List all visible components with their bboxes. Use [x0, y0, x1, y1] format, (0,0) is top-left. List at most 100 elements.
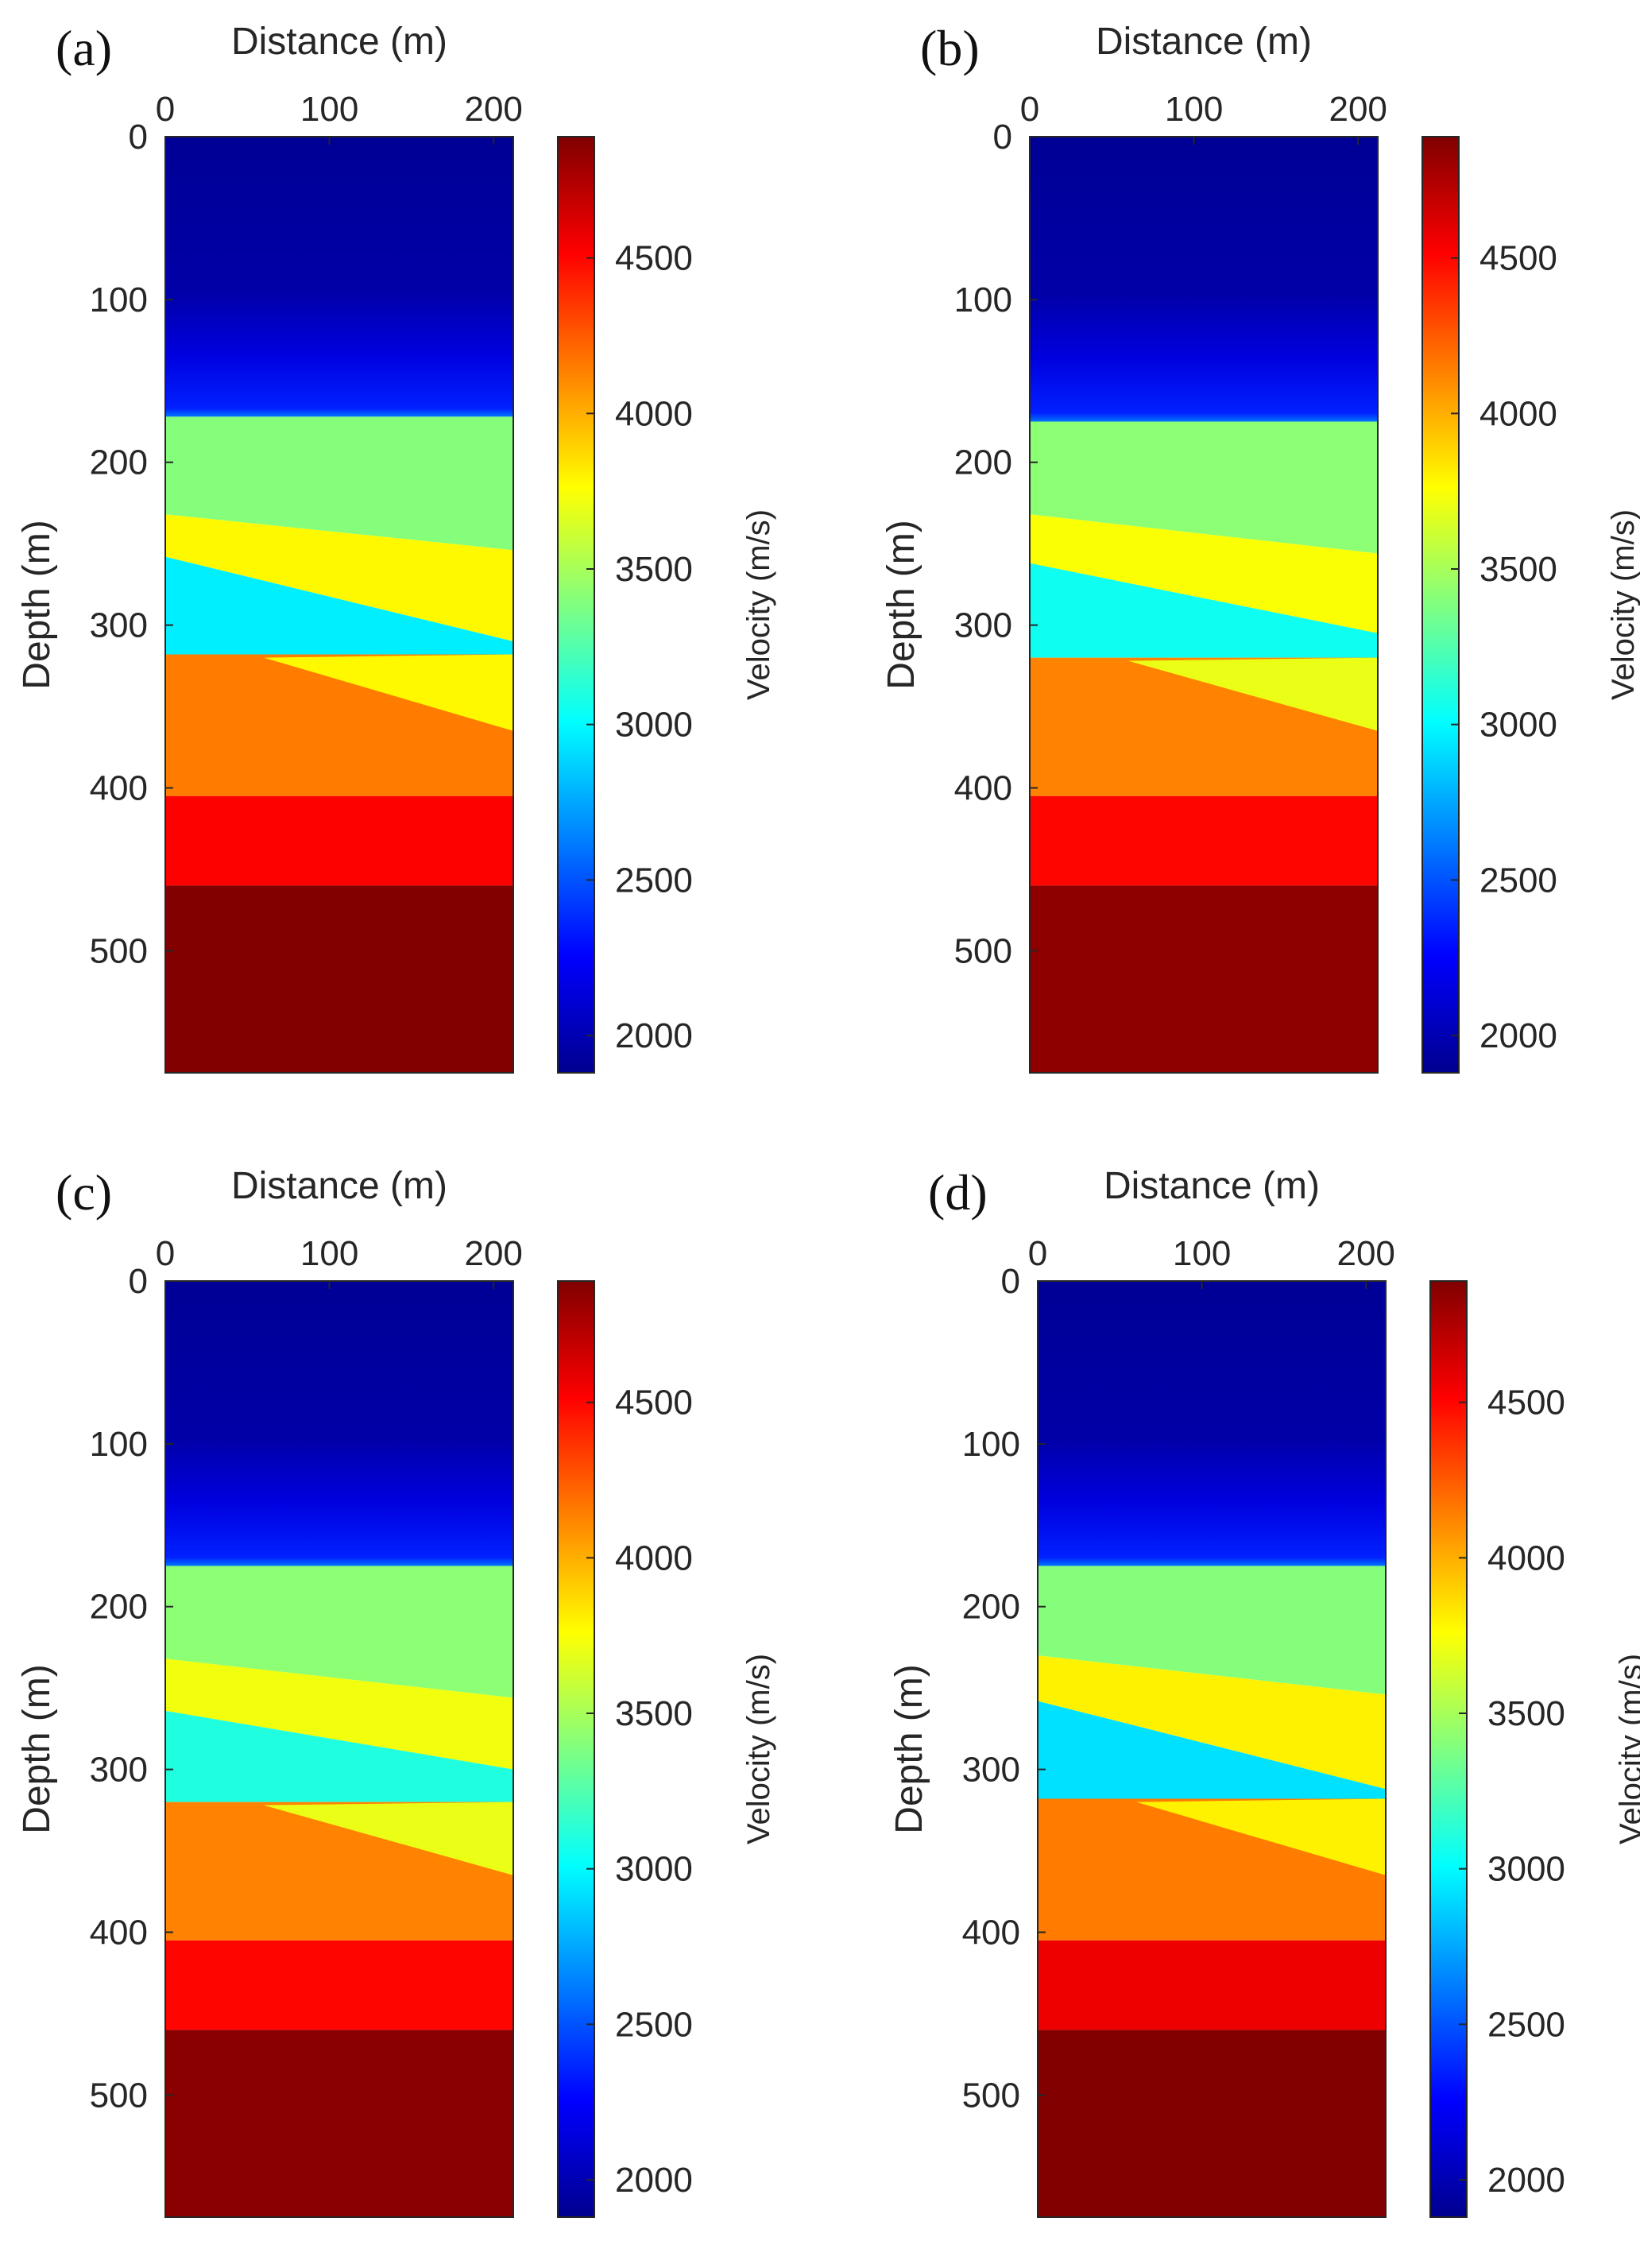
colorbar-tick-label: 3500: [1487, 1694, 1565, 1733]
colorbar: [1429, 1280, 1468, 2218]
layer-yellow-wedge-lower: [263, 654, 513, 731]
y-tick-label: 400: [962, 1913, 1020, 1952]
x-tick-label: 200: [1329, 90, 1387, 129]
colorbar-tick-label: 4000: [1479, 394, 1557, 433]
y-tick-label: 500: [90, 2076, 148, 2115]
y-tick-label: 400: [954, 768, 1012, 807]
y-tick-label: 100: [954, 281, 1012, 319]
x-axis-title: Distance (m): [231, 1165, 447, 1207]
x-tick-label: 0: [156, 90, 175, 129]
y-tick-label: 0: [993, 118, 1012, 157]
layer-red: [165, 795, 513, 886]
layer-blue-lens: [165, 1710, 513, 1802]
colorbar-tick-label: 4000: [615, 394, 693, 433]
colorbar-tick-label: 4500: [615, 239, 693, 278]
y-tick-label: 100: [90, 281, 148, 319]
y-axis-title: Depth (m): [880, 520, 922, 689]
y-tick-label: 100: [962, 1425, 1020, 1464]
y-tick-label: 0: [129, 118, 148, 157]
layer-blue-gradient: [1038, 1281, 1386, 1566]
y-tick-label: 400: [90, 1913, 148, 1952]
y-tick-label: 200: [90, 1588, 148, 1627]
plot-frame: [164, 136, 514, 1074]
colorbar-tick-label: 2500: [1487, 2005, 1565, 2044]
colorbar: [557, 1280, 595, 2218]
y-tick-label: 500: [954, 931, 1012, 970]
colorbar-tick-label: 4500: [1479, 239, 1557, 278]
layer-blue-lens: [1030, 563, 1378, 658]
layer-dark-red: [165, 885, 513, 1073]
colorbar-tick-label: 2000: [615, 2161, 693, 2200]
plot-frame: [164, 1280, 514, 2218]
colorbar-tick-label: 4500: [1487, 1384, 1565, 1422]
layer-blue-gradient: [165, 137, 513, 417]
colorbar-tick-label: 3000: [1487, 1850, 1565, 1889]
panel-label: (c): [56, 1164, 112, 1221]
layer-blue-lens: [1038, 1701, 1386, 1799]
layer-yellow-wedge-lower: [263, 1802, 513, 1875]
y-axis-title: Depth (m): [16, 1664, 58, 1833]
x-axis-title: Distance (m): [1104, 1165, 1320, 1207]
x-tick-label: 100: [300, 90, 358, 129]
layer-red: [1030, 795, 1378, 886]
colorbar-title: Velocity (m/s): [1606, 509, 1640, 700]
x-tick-label: 100: [300, 1234, 358, 1273]
x-tick-label: 200: [464, 1234, 522, 1273]
x-tick-label: 100: [1173, 1234, 1231, 1273]
colorbar-tick-label: 3000: [615, 706, 693, 745]
colorbar-title: Velocity (m/s): [741, 1654, 776, 1844]
colorbar-tick-label: 3000: [1479, 706, 1557, 745]
colorbar-title: Velocity (m/s): [741, 509, 776, 700]
y-tick-label: 200: [90, 443, 148, 482]
colorbar-title: Velocity (m/s): [1614, 1654, 1640, 1844]
velocity-panel-d: 0 100 200 0 100 200 300 400 500 Distance (m) Depth…: [872, 1144, 1640, 2268]
colorbar: [557, 136, 595, 1074]
layer-blue-lens: [165, 556, 513, 655]
x-tick-label: 0: [156, 1234, 175, 1273]
y-tick-label: 500: [90, 931, 148, 970]
colorbar-tick-label: 2500: [1479, 861, 1557, 900]
y-tick-label: 300: [962, 1751, 1020, 1790]
colorbar-tick-label: 3000: [615, 1850, 693, 1889]
colorbar: [1421, 136, 1460, 1074]
x-tick-label: 0: [1028, 1234, 1047, 1273]
x-tick-label: 200: [464, 90, 522, 129]
panel-label: (b): [920, 20, 980, 76]
plot-frame: [1029, 136, 1379, 1074]
y-tick-label: 0: [129, 1262, 148, 1301]
colorbar-tick-label: 2000: [615, 1016, 693, 1055]
colorbar-tick-label: 2500: [615, 2005, 693, 2044]
layer-dark-red: [165, 2030, 513, 2217]
layer-blue-gradient: [165, 1281, 513, 1566]
x-tick-label: 0: [1020, 90, 1039, 129]
layer-green: [165, 1566, 513, 1698]
y-tick-label: 200: [954, 443, 1012, 482]
colorbar-tick-label: 4000: [615, 1538, 693, 1577]
panel-label: (a): [56, 20, 112, 76]
panel-label: (d): [928, 1164, 988, 1221]
x-axis-title: Distance (m): [1096, 21, 1312, 63]
velocity-panel-b: 0 100 200 0 100 200 300 400 500 Distance (m) Depth…: [864, 0, 1640, 1124]
layer-yellow-wedge: [1030, 514, 1378, 633]
x-tick-label: 100: [1165, 90, 1223, 129]
colorbar-tick-label: 3500: [615, 1694, 693, 1733]
x-axis-title: Distance (m): [231, 21, 447, 63]
y-tick-label: 300: [90, 1751, 148, 1790]
y-tick-label: 100: [90, 1425, 148, 1464]
plot-frame: [1037, 1280, 1387, 2218]
layer-yellow-wedge-lower: [1128, 657, 1378, 731]
colorbar-tick-label: 2500: [615, 861, 693, 900]
layer-red: [1038, 1940, 1386, 2030]
layer-green: [165, 416, 513, 551]
layer-yellow-wedge: [1038, 1655, 1386, 1790]
colorbar-tick-label: 2000: [1487, 2161, 1565, 2200]
y-tick-label: 300: [954, 606, 1012, 645]
layer-green: [1038, 1566, 1386, 1695]
colorbar-tick-label: 4000: [1487, 1538, 1565, 1577]
layer-yellow-wedge: [165, 1658, 513, 1770]
colorbar-tick-label: 2000: [1479, 1016, 1557, 1055]
y-tick-label: 400: [90, 768, 148, 807]
colorbar-tick-label: 3500: [615, 550, 693, 589]
